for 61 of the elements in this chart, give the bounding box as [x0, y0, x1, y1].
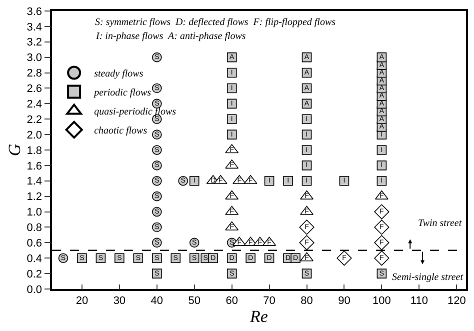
annotation: I: in-phase flows A: anti-phase flows: [95, 31, 246, 42]
annotation: Twin street: [418, 218, 462, 229]
point: [376, 160, 387, 170]
x-tick-label: 90: [338, 294, 350, 307]
point: [264, 176, 274, 186]
y-tick-label: 3.6: [26, 6, 42, 18]
point: [283, 176, 293, 186]
point: [226, 130, 237, 140]
point: [339, 176, 350, 186]
point: [374, 250, 390, 266]
y-tick-label: 1.0: [26, 206, 42, 219]
y-tick-label: 3.0: [26, 52, 42, 64]
point: [299, 220, 314, 235]
y-axis-title: G: [4, 144, 24, 156]
y-tick-label: 1.8: [26, 144, 42, 157]
y-tick-label: 1.4: [26, 176, 42, 188]
y-tick-label: 0.2: [26, 268, 42, 280]
y-tick-label: 0.6: [26, 238, 42, 250]
legend-label: periodic flows: [93, 88, 152, 99]
x-axis-title: Re: [249, 306, 268, 326]
y-tick-label: 0.0: [26, 284, 42, 296]
x-tick-label: 110: [410, 294, 428, 307]
y-tick-label: 1.2: [26, 191, 42, 204]
x-tick-label: 20: [76, 294, 88, 307]
point: [226, 114, 237, 124]
x-tick-label: 40: [150, 294, 164, 307]
x-tick-label: 50: [188, 294, 200, 307]
annotation: Semi-single street: [392, 272, 464, 283]
y-tick-label: 2.0: [26, 129, 42, 142]
point: [374, 204, 390, 220]
annotation: S: symmetric flows D: deflected flows F: flip-flopped flows: [95, 17, 336, 28]
y-tick-label: 0.8: [26, 222, 42, 234]
point: [376, 176, 387, 186]
point: [374, 220, 390, 235]
y-tick-label: 3.4: [26, 21, 42, 34]
x-tick-label: 70: [263, 294, 276, 307]
x-tick-label: 100: [372, 294, 391, 307]
point: [302, 160, 312, 170]
y-tick-label: 2.8: [26, 68, 42, 80]
x-tick-label: 30: [113, 294, 126, 307]
y-tick-label: 2.4: [26, 98, 42, 111]
y-tick-label: 2.2: [26, 114, 42, 126]
point: [374, 235, 390, 250]
y-tick-label: 3.2: [26, 36, 42, 49]
point: [302, 114, 312, 124]
point: [189, 176, 200, 186]
y-tick-label: 1.6: [26, 160, 42, 172]
point: [302, 145, 312, 155]
point: [299, 235, 314, 250]
point: [336, 250, 352, 266]
legend-label: steady flows: [94, 68, 144, 80]
y-tick-label: 0.4: [26, 252, 42, 265]
point: [302, 130, 312, 140]
y-tick-label: 2.6: [26, 83, 42, 96]
x-tick-label: 80: [300, 294, 313, 307]
x-tick-label: 60: [226, 294, 238, 307]
x-tick-label: 120: [447, 294, 466, 307]
point: [376, 145, 387, 155]
legend-label: quasi-periodic flows: [94, 106, 176, 118]
point: [302, 176, 312, 186]
legend-label: chaotic flows: [94, 126, 148, 137]
